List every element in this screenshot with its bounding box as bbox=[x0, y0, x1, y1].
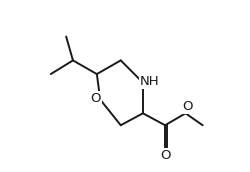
Text: O: O bbox=[160, 149, 170, 162]
Text: NH: NH bbox=[140, 75, 160, 88]
Text: O: O bbox=[91, 92, 101, 105]
Text: O: O bbox=[182, 100, 192, 113]
